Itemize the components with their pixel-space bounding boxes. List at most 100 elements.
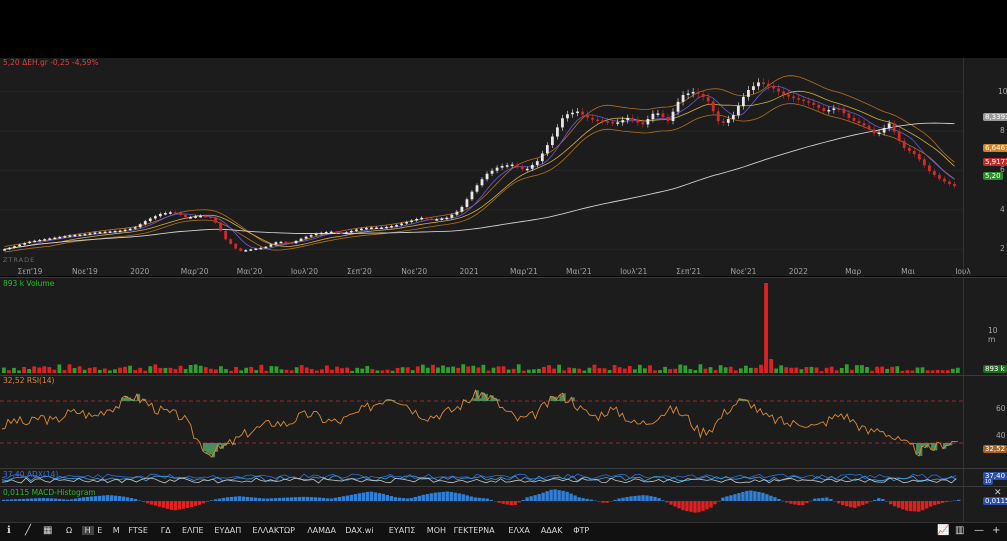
- rsi-oversold-fill: [209, 443, 212, 454]
- toolbar-item[interactable]: Η: [82, 526, 94, 535]
- macd-bar: [82, 497, 85, 501]
- macd-bar: [242, 497, 245, 501]
- toolbar-item[interactable]: ΕΛΛΑΚΤΩΡ: [252, 526, 295, 535]
- macd-bar: [809, 501, 812, 502]
- volume-bar: [880, 367, 884, 373]
- toolbar-item[interactable]: ΜΟΗ: [427, 526, 446, 535]
- x-axis-label: Νοε'20: [401, 267, 427, 276]
- toolbar-item[interactable]: ΕΛΧΑ: [508, 526, 529, 535]
- macd-bar: [789, 501, 792, 504]
- candle: [863, 123, 866, 125]
- draw-line-icon[interactable]: ╱: [25, 525, 31, 536]
- candle: [747, 90, 750, 97]
- macd-bar: [657, 498, 660, 501]
- info-icon[interactable]: ℹ: [7, 525, 11, 536]
- rsi-ytick-40: 40: [996, 431, 1006, 440]
- rsi-oversold-fill: [913, 443, 916, 444]
- toolbar-item[interactable]: ΑΔΑΚ: [541, 526, 563, 535]
- grid-icon[interactable]: ▦: [43, 525, 52, 536]
- minus-icon[interactable]: —: [974, 525, 984, 536]
- toolbar-item[interactable]: FTSE: [128, 526, 147, 535]
- candle: [551, 137, 554, 146]
- toolbar-item[interactable]: Μ: [113, 526, 120, 535]
- volume-bar: [249, 367, 253, 373]
- volume-bar: [73, 368, 77, 373]
- macd-bar: [50, 498, 53, 501]
- toolbar-item[interactable]: ΓΕΚΤΕΡΝΑ: [454, 526, 495, 535]
- macd-bar: [749, 490, 752, 501]
- price-tag: 5,20: [983, 172, 1003, 180]
- candle: [400, 224, 403, 226]
- candle: [662, 113, 665, 117]
- volume-bar: [905, 370, 909, 373]
- macd-bar: [549, 490, 552, 501]
- volume-bar: [355, 368, 359, 373]
- macd-bar: [497, 501, 500, 503]
- toolbar-item[interactable]: ΕΥΑΠΣ: [389, 526, 415, 535]
- macd-bar: [386, 495, 389, 501]
- macd-bar: [781, 501, 784, 502]
- macd-bar: [561, 491, 564, 501]
- chart-type-icon[interactable]: 📈: [937, 525, 949, 536]
- rsi-axis[interactable]: [963, 376, 1007, 468]
- candle: [455, 212, 458, 215]
- rsi-last-tag: 32,52: [983, 445, 1007, 453]
- top-black-bar: [0, 0, 1007, 58]
- macd-bar: [617, 499, 620, 501]
- macd-bar: [138, 500, 141, 501]
- volume-bar: [608, 370, 612, 373]
- volume-bar: [365, 366, 369, 373]
- macd-bar: [765, 494, 768, 501]
- volume-bar: [315, 371, 319, 373]
- macd-chart: [0, 487, 963, 522]
- macd-bar: [250, 497, 253, 501]
- toolbar-item[interactable]: ΛΑΜΔΑ: [307, 526, 336, 535]
- macd-bar: [845, 501, 848, 506]
- volume-bar: [547, 365, 551, 373]
- toolbar-item[interactable]: DAX.wi: [345, 526, 373, 535]
- toolbar-item[interactable]: Ε: [97, 526, 102, 535]
- close-pane-icon[interactable]: ✕: [994, 488, 1002, 498]
- macd-bar: [354, 494, 357, 501]
- macd-bar: [218, 499, 221, 501]
- toolbar-item[interactable]: ΦΤΡ: [573, 526, 589, 535]
- volume-bar: [557, 365, 561, 373]
- plus-icon[interactable]: +: [992, 525, 1000, 536]
- volume-bar: [658, 370, 662, 373]
- volume-last-tag: 893 k: [983, 365, 1007, 373]
- macd-bar: [601, 501, 604, 503]
- candle: [325, 232, 328, 234]
- candle: [13, 246, 16, 248]
- volume-bar: [47, 367, 51, 373]
- candle: [511, 165, 514, 167]
- macd-bar: [458, 493, 461, 501]
- volume-bar: [426, 368, 430, 373]
- volume-bar: [764, 283, 768, 373]
- volume-bar: [381, 370, 385, 373]
- volume-bar: [229, 371, 233, 373]
- macd-bar: [194, 501, 197, 506]
- macd-bar: [238, 496, 241, 501]
- bar-chart-icon[interactable]: ▥: [955, 525, 964, 536]
- volume-bar: [108, 370, 112, 373]
- macd-bar: [557, 490, 560, 501]
- toolbar-item[interactable]: Ω: [66, 526, 72, 535]
- volume-bar: [52, 370, 56, 373]
- toolbar-item[interactable]: ΓΔ: [161, 526, 171, 535]
- macd-bar: [422, 495, 425, 501]
- toolbar-item[interactable]: ΕΥΔΑΠ: [214, 526, 241, 535]
- toolbar-item[interactable]: ΕΛΠΕ: [182, 526, 204, 535]
- macd-bar: [186, 501, 189, 508]
- volume-bar: [900, 371, 904, 373]
- volume-bar: [325, 365, 329, 373]
- candle: [802, 100, 805, 102]
- macd-bar: [190, 501, 193, 507]
- macd-bar: [414, 497, 417, 501]
- candle: [948, 182, 951, 184]
- macd-bar: [410, 498, 413, 501]
- candle: [546, 145, 549, 153]
- candle: [154, 216, 157, 218]
- volume-bar: [704, 369, 708, 373]
- volume-bar: [396, 368, 400, 373]
- candle: [134, 227, 137, 229]
